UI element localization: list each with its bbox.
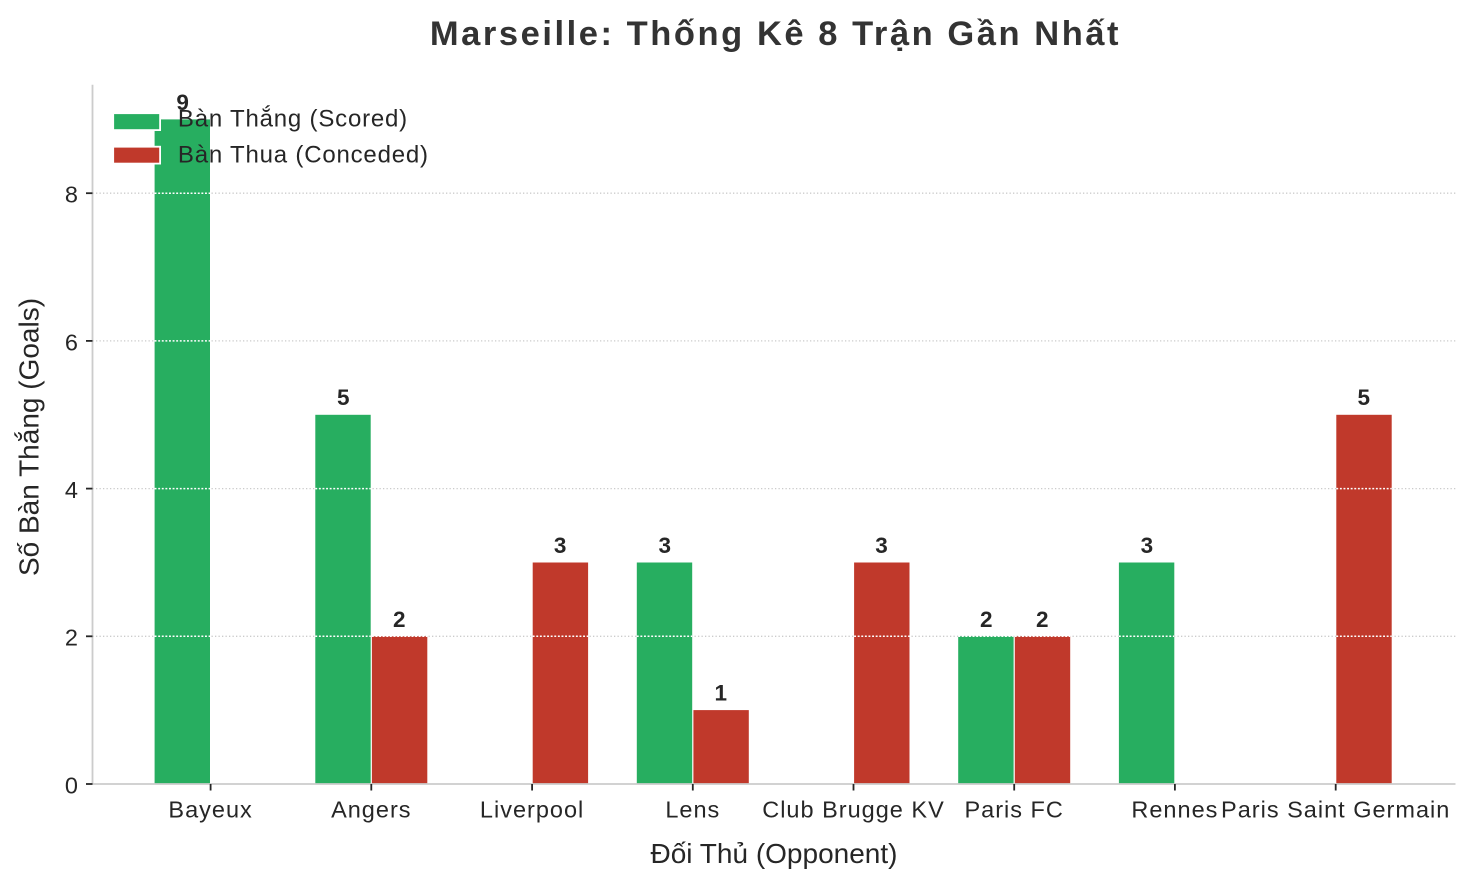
svg-text:5: 5 xyxy=(337,385,350,410)
svg-text:1: 1 xyxy=(715,681,728,706)
svg-text:3: 3 xyxy=(875,533,888,558)
svg-text:4: 4 xyxy=(65,477,78,503)
svg-text:5: 5 xyxy=(1357,385,1370,410)
svg-text:3: 3 xyxy=(659,533,672,558)
svg-text:Club Brugge KV: Club Brugge KV xyxy=(762,796,945,822)
svg-text:2: 2 xyxy=(393,607,406,632)
svg-text:Bàn Thắng (Scored): Bàn Thắng (Scored) xyxy=(178,106,408,133)
svg-text:2: 2 xyxy=(980,607,993,632)
svg-text:Paris Saint Germain: Paris Saint Germain xyxy=(1221,796,1450,822)
svg-text:Marseille: Thống Kê 8 Trận Gần: Marseille: Thống Kê 8 Trận Gần Nhất xyxy=(430,15,1121,53)
svg-text:9: 9 xyxy=(176,90,189,115)
svg-text:Paris FC: Paris FC xyxy=(964,796,1063,822)
svg-text:Bayeux: Bayeux xyxy=(168,796,252,822)
svg-text:Rennes: Rennes xyxy=(1131,796,1218,822)
svg-text:Đối Thủ (Opponent): Đối Thủ (Opponent) xyxy=(651,838,898,869)
svg-text:Lens: Lens xyxy=(665,796,720,822)
svg-text:Số Bàn Thắng (Goals): Số Bàn Thắng (Goals) xyxy=(14,298,45,576)
svg-text:Bàn Thua (Conceded): Bàn Thua (Conceded) xyxy=(178,141,429,168)
svg-text:2: 2 xyxy=(1036,607,1049,632)
svg-text:2: 2 xyxy=(65,625,78,651)
svg-text:8: 8 xyxy=(65,182,78,208)
svg-text:3: 3 xyxy=(554,533,567,558)
svg-text:Angers: Angers xyxy=(331,796,411,822)
svg-text:Liverpool: Liverpool xyxy=(480,796,584,822)
svg-text:3: 3 xyxy=(1141,533,1154,558)
svg-text:0: 0 xyxy=(65,772,78,798)
svg-text:6: 6 xyxy=(65,329,78,355)
